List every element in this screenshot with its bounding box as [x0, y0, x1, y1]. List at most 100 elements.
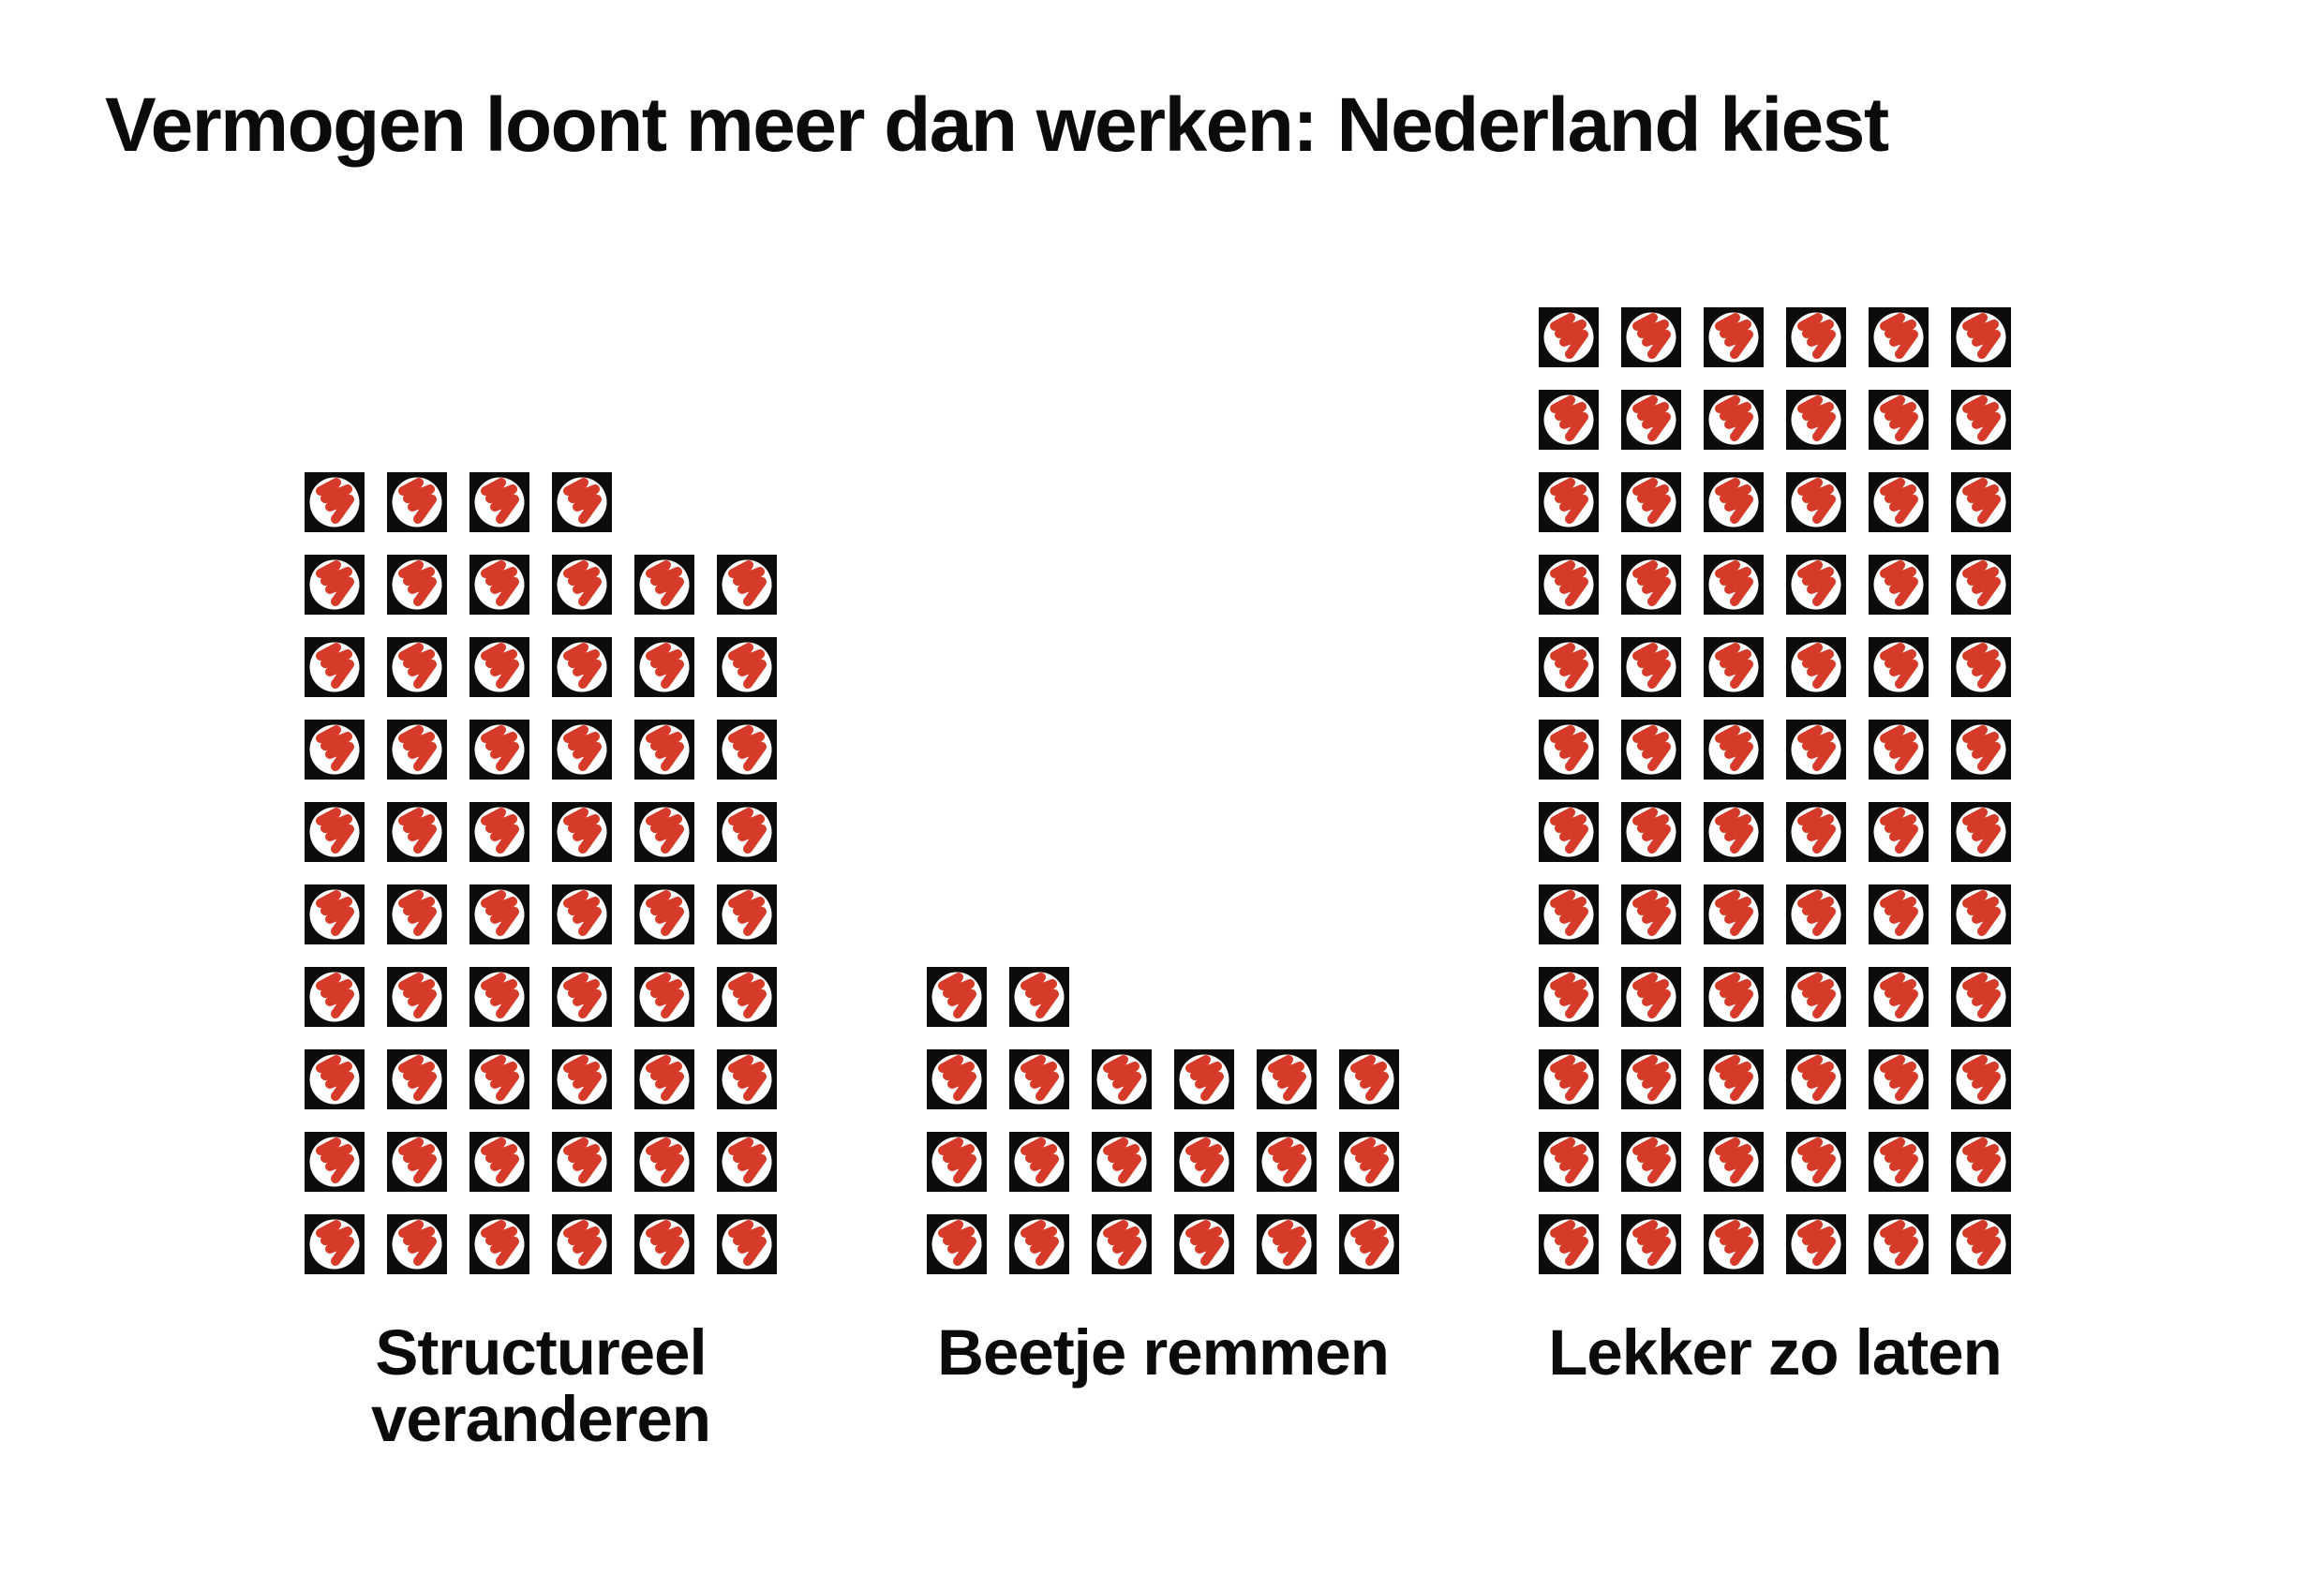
ballot-scribble-icon	[1951, 390, 2011, 450]
seat-icon	[552, 1049, 612, 1109]
seat-icon	[1951, 390, 2011, 450]
seat-icon	[1786, 1132, 1846, 1192]
seat-icon	[1869, 1049, 1929, 1109]
seat-icon	[305, 1214, 365, 1274]
seat-icon	[1621, 884, 1681, 944]
seat-icon	[1704, 884, 1764, 944]
seat-icon	[387, 1214, 447, 1274]
ballot-scribble-icon	[634, 1132, 694, 1192]
seat-icon	[1339, 1214, 1399, 1274]
ballot-scribble-icon	[552, 1214, 612, 1274]
ballot-scribble-icon	[552, 555, 612, 615]
seat-icon	[717, 884, 777, 944]
seat-icon	[1786, 884, 1846, 944]
seat-icon	[927, 1132, 987, 1192]
seat-icon	[387, 720, 447, 780]
seat-icon	[1539, 1132, 1599, 1192]
seat-icon	[634, 1214, 694, 1274]
ballot-scribble-icon	[469, 967, 529, 1027]
seat-icon	[387, 967, 447, 1027]
ballot-scribble-icon	[1951, 802, 2011, 862]
ballot-scribble-icon	[1092, 1049, 1152, 1109]
ballot-scribble-icon	[1009, 967, 1069, 1027]
seat-icon	[1869, 307, 1929, 367]
seat-icon	[552, 884, 612, 944]
ballot-scribble-icon	[1951, 307, 2011, 367]
seat-icon	[1174, 1132, 1234, 1192]
ballot-scribble-icon	[1869, 472, 1929, 532]
ballot-scribble-icon	[1009, 1132, 1069, 1192]
seat-icon	[1009, 1049, 1069, 1109]
ballot-scribble-icon	[1621, 637, 1681, 697]
ballot-scribble-icon	[1621, 390, 1681, 450]
ballot-scribble-icon	[1704, 1132, 1764, 1192]
seat-icon	[1704, 1132, 1764, 1192]
ballot-scribble-icon	[552, 472, 612, 532]
seat-icon	[1174, 1214, 1234, 1274]
seat-icon	[552, 967, 612, 1027]
ballot-scribble-icon	[1704, 637, 1764, 697]
seat-icon	[1951, 720, 2011, 780]
seat-icon	[1869, 967, 1929, 1027]
ballot-scribble-icon	[1621, 720, 1681, 780]
ballot-scribble-icon	[1174, 1049, 1234, 1109]
seat-icon	[634, 1132, 694, 1192]
ballot-scribble-icon	[1869, 802, 1929, 862]
ballot-scribble-icon	[1869, 720, 1929, 780]
ballot-scribble-icon	[469, 637, 529, 697]
seat-icon	[387, 1049, 447, 1109]
ballot-scribble-icon	[1869, 1214, 1929, 1274]
seat-icon	[387, 1132, 447, 1192]
ballot-scribble-icon	[1704, 802, 1764, 862]
seat-icon	[927, 1214, 987, 1274]
seat-icon	[552, 1214, 612, 1274]
ballot-scribble-icon	[552, 884, 612, 944]
seat-icon	[1951, 1049, 2011, 1109]
seat-icon	[469, 1049, 529, 1109]
seat-icon	[305, 555, 365, 615]
seat-icon	[1539, 555, 1599, 615]
seat-icon	[634, 884, 694, 944]
category-label-structureel-veranderen: Structureel veranderen	[370, 1316, 711, 1455]
ballot-scribble-icon	[1869, 555, 1929, 615]
ballot-scribble-icon	[387, 637, 447, 697]
seat-icon	[634, 1049, 694, 1109]
category-label-beetje-remmen: Beetje remmen	[937, 1316, 1390, 1389]
seat-icon	[1951, 967, 2011, 1027]
seat-icon	[1869, 1214, 1929, 1274]
ballot-scribble-icon	[717, 1049, 777, 1109]
seat-icon	[1539, 1049, 1599, 1109]
ballot-scribble-icon	[305, 555, 365, 615]
seat-icon	[1539, 637, 1599, 697]
ballot-scribble-icon	[387, 472, 447, 532]
ballot-scribble-icon	[1339, 1132, 1399, 1192]
ballot-scribble-icon	[552, 637, 612, 697]
seat-icon	[1621, 472, 1681, 532]
seat-icon	[1786, 555, 1846, 615]
ballot-scribble-icon	[387, 884, 447, 944]
seat-icon	[1786, 802, 1846, 862]
ballot-scribble-icon	[1786, 802, 1846, 862]
pictogram-group-lekker-zo-laten	[1539, 307, 2011, 1274]
ballot-scribble-icon	[1009, 1214, 1069, 1274]
ballot-scribble-icon	[469, 1049, 529, 1109]
seat-icon	[305, 967, 365, 1027]
seat-icon	[1621, 802, 1681, 862]
ballot-scribble-icon	[634, 1214, 694, 1274]
seat-icon	[305, 1132, 365, 1192]
ballot-scribble-icon	[1869, 390, 1929, 450]
seat-icon	[1009, 1214, 1069, 1274]
seat-icon	[1257, 1049, 1317, 1109]
seat-icon	[305, 802, 365, 862]
ballot-scribble-icon	[305, 1214, 365, 1274]
ballot-scribble-icon	[387, 1214, 447, 1274]
ballot-scribble-icon	[1704, 390, 1764, 450]
seat-icon	[387, 802, 447, 862]
seat-icon	[387, 472, 447, 532]
seat-icon	[634, 802, 694, 862]
ballot-scribble-icon	[1704, 307, 1764, 367]
ballot-scribble-icon	[1257, 1049, 1317, 1109]
ballot-scribble-icon	[1786, 1132, 1846, 1192]
ballot-scribble-icon	[1009, 1049, 1069, 1109]
seat-icon	[1704, 720, 1764, 780]
